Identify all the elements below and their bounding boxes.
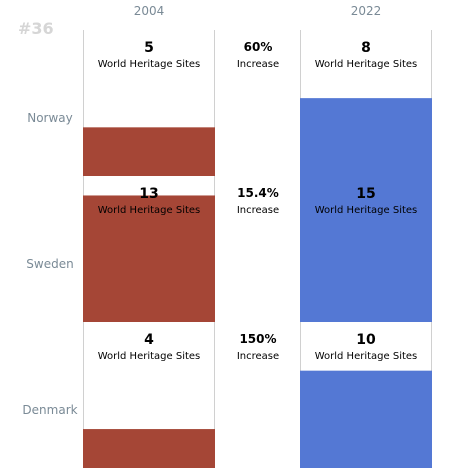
unit-label-denmark-2022: World Heritage Sites xyxy=(315,351,418,362)
value-label-sweden-2022: 15 xyxy=(356,186,375,202)
change-label-sweden: 15.4% xyxy=(237,186,279,200)
value-label-denmark-2022: 10 xyxy=(356,332,376,348)
value-label-sweden-2004: 13 xyxy=(139,186,158,202)
value-label-norway-2022: 8 xyxy=(361,40,371,56)
change-label-denmark: 150% xyxy=(239,332,276,346)
column-header-2004: 2004 xyxy=(134,4,165,18)
column-header-2022: 2022 xyxy=(351,4,382,18)
unit-label-norway-2022: World Heritage Sites xyxy=(315,59,418,70)
value-labels: 5 World Heritage Sites 8 World Heritage Sit… xyxy=(98,40,418,362)
increase-label-denmark: Increase xyxy=(237,351,279,362)
increase-label-norway: Increase xyxy=(237,59,279,70)
bars xyxy=(83,98,432,468)
unit-label-sweden-2004: World Heritage Sites xyxy=(98,205,201,216)
bar-denmark-2022 xyxy=(300,370,432,468)
category-label-denmark: Denmark xyxy=(22,403,77,417)
bar-sweden-2004 xyxy=(83,195,215,322)
bar-denmark-2004 xyxy=(83,429,215,468)
bar-norway-2022 xyxy=(300,98,432,176)
unit-label-norway-2004: World Heritage Sites xyxy=(98,59,201,70)
bar-norway-2004 xyxy=(83,127,215,176)
unit-label-sweden-2022: World Heritage Sites xyxy=(315,205,418,216)
column-headers: 2004 2022 xyxy=(134,4,382,18)
category-label-norway: Norway xyxy=(27,111,73,125)
unit-label-denmark-2004: World Heritage Sites xyxy=(98,351,201,362)
value-label-norway-2004: 5 xyxy=(144,40,154,56)
chart-number-label: #36 xyxy=(18,19,54,38)
change-label-norway: 60% xyxy=(244,40,273,54)
category-label-sweden: Sweden xyxy=(26,257,73,271)
increase-label-sweden: Increase xyxy=(237,205,279,216)
value-label-denmark-2004: 4 xyxy=(144,332,154,348)
bar-sweden-2022 xyxy=(300,176,432,322)
category-labels: Norway Sweden Denmark xyxy=(22,111,77,417)
